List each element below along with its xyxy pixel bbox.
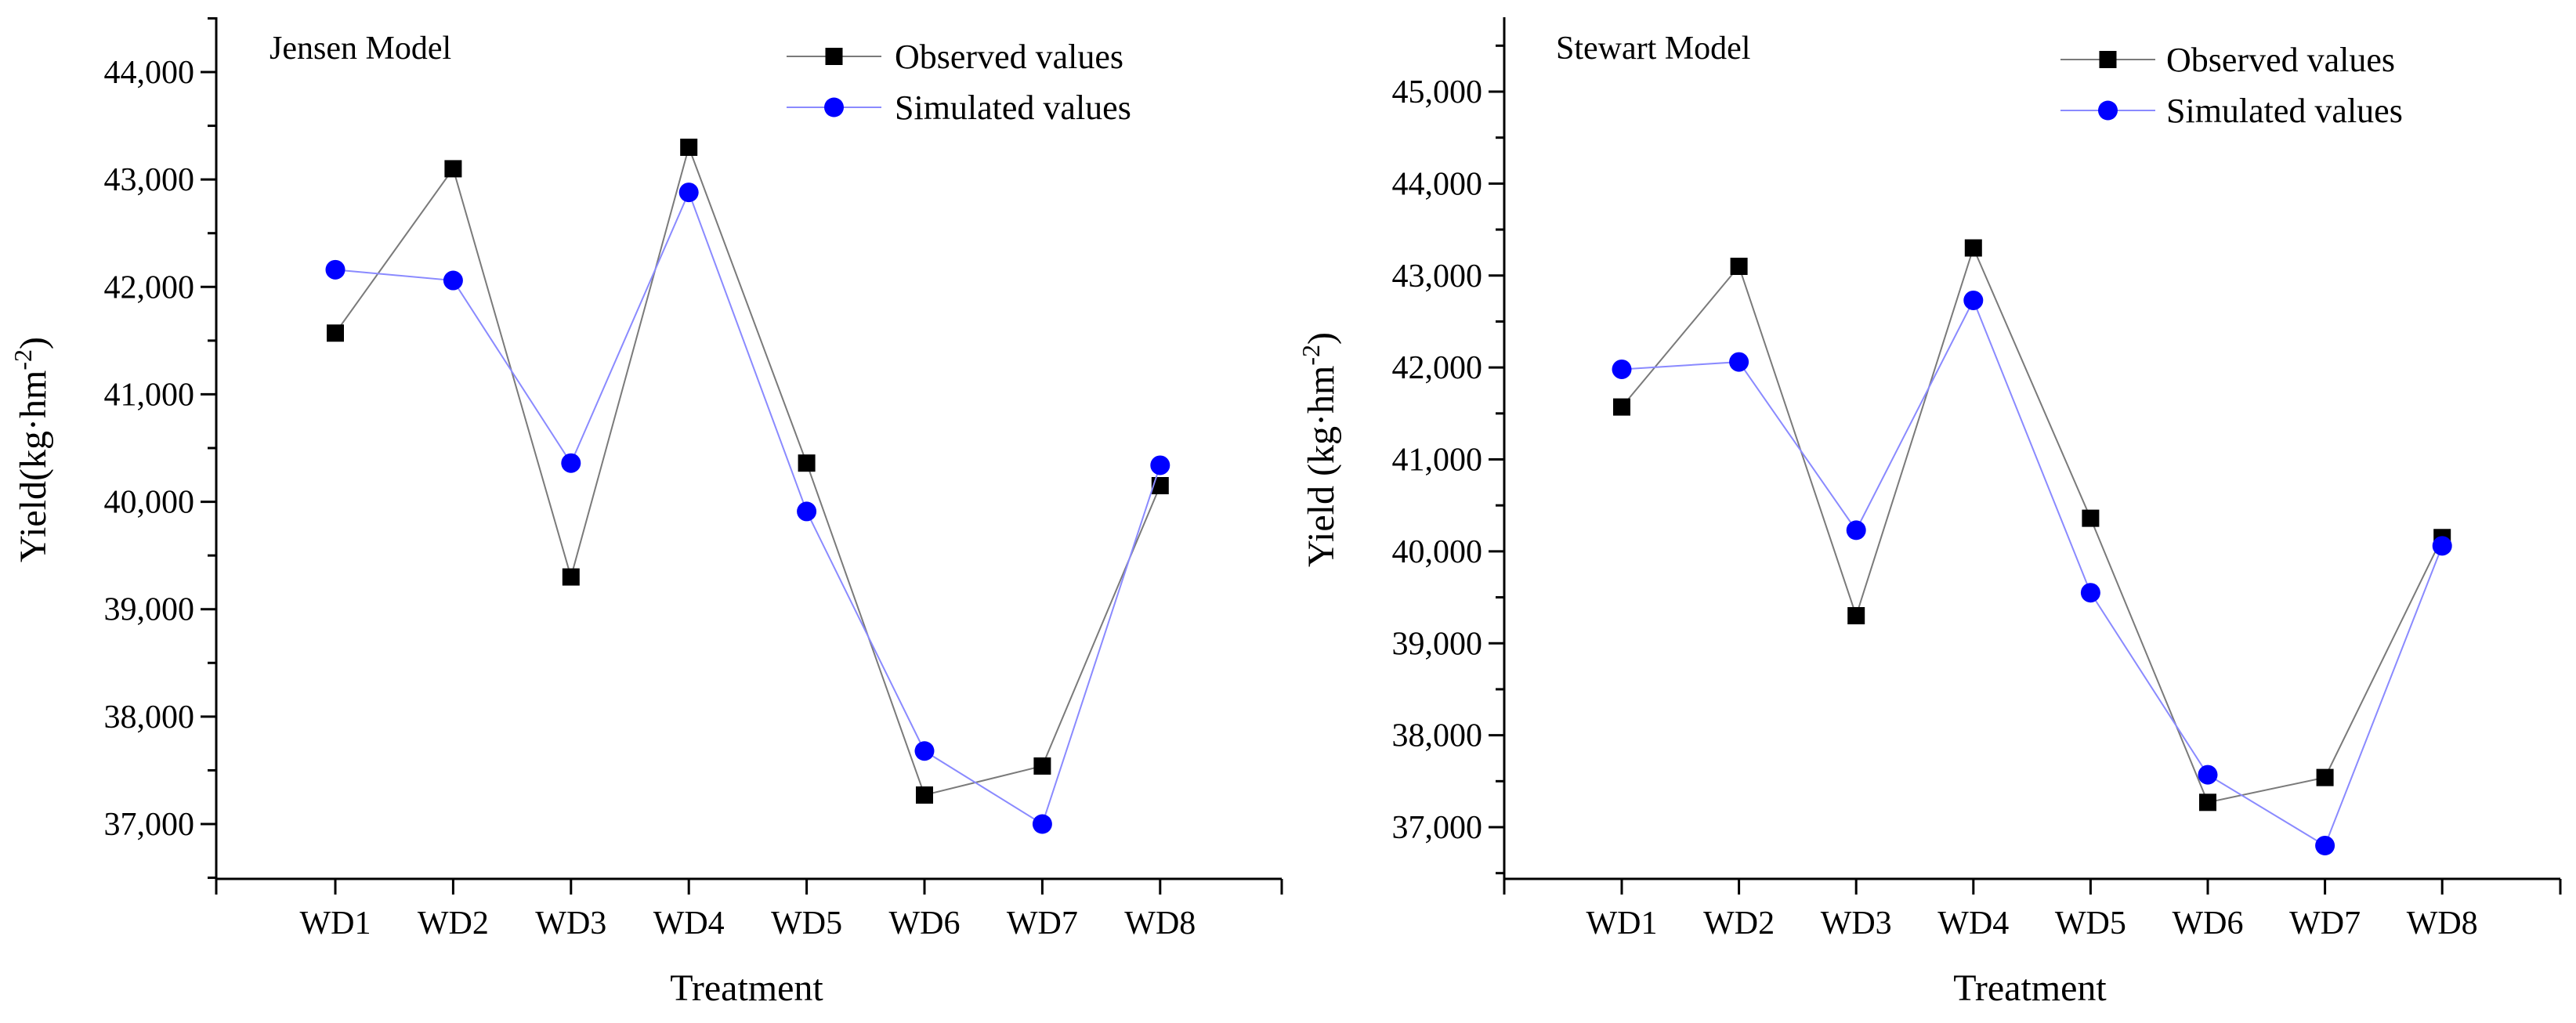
y-axis-title-superscript: -2 <box>1297 345 1325 366</box>
y-tick-label: 38,000 <box>1392 718 1483 754</box>
chart-panel-2: 37,000 38,000 39,000 40,000 41,000 42,000 43,0… <box>1297 17 2562 1009</box>
legend-item-observed: Observed values <box>2060 41 2395 79</box>
observed-point <box>444 160 462 178</box>
legend-label: Observed values <box>2166 41 2395 79</box>
y-axis-title-main: Yield (kg·hm <box>1301 366 1342 567</box>
x-tick-label: WD1 <box>300 906 371 942</box>
simulated-point <box>561 453 581 473</box>
y-tick-label: 45,000 <box>1392 74 1483 110</box>
observed-point <box>1613 398 1630 416</box>
y-axis-title: Yield(kg·hm-2) <box>9 337 54 562</box>
y-axis-title-superscript: -2 <box>9 349 37 371</box>
y-tick-label: 40,000 <box>1392 534 1483 570</box>
x-tick-label: WD8 <box>1124 906 1196 942</box>
simulated-point <box>2198 765 2218 785</box>
legend-circle-marker <box>824 97 844 117</box>
simulated-point <box>1846 520 1866 540</box>
x-tick-label: WD6 <box>2173 906 2244 942</box>
y-tick-label: 41,000 <box>104 377 195 413</box>
panel-title: Stewart Model <box>1556 31 1750 67</box>
observed-point <box>1730 258 1748 276</box>
y-tick-label: 44,000 <box>104 55 195 91</box>
x-tick-label: WD6 <box>889 906 961 942</box>
x-axis-title: Treatment <box>1953 967 2107 1009</box>
observed-point <box>2316 768 2334 786</box>
simulated-point <box>1963 290 1984 310</box>
y-tick-label: 37,000 <box>104 807 195 843</box>
legend-item-simulated: Simulated values <box>787 89 1131 127</box>
y-tick-label: 38,000 <box>104 699 195 736</box>
y-tick-label: 43,000 <box>1392 258 1483 295</box>
y-axis-title: Yield (kg·hm-2) <box>1297 332 1342 567</box>
simulated-point <box>443 270 463 291</box>
x-axis-title: Treatment <box>670 967 823 1009</box>
y-tick-label: 43,000 <box>104 162 195 198</box>
simulated-point <box>797 501 817 522</box>
simulated-point <box>2080 583 2100 603</box>
observed-point <box>1033 757 1051 775</box>
observed-point <box>1847 607 1865 625</box>
x-tick-label: WD4 <box>1937 906 2009 942</box>
legend-label: Observed values <box>895 38 1123 76</box>
y-tick-label: 42,000 <box>104 269 195 305</box>
y-tick-label: 39,000 <box>1392 626 1483 662</box>
x-tick-label: WD3 <box>535 906 606 942</box>
y-tick-label: 40,000 <box>104 485 195 521</box>
simulated-point <box>2315 835 2335 855</box>
observed-point <box>798 454 816 472</box>
x-tick-label: WD5 <box>2055 906 2126 942</box>
observed-series-line <box>335 144 1161 797</box>
x-tick-label: WD2 <box>1703 906 1775 942</box>
x-tick-label: WD4 <box>653 906 725 942</box>
x-tick-label: WD8 <box>2407 906 2478 942</box>
simulated-point <box>1729 352 1749 372</box>
simulated-series-line <box>1621 298 2444 847</box>
legend-circle-marker <box>2098 100 2118 121</box>
simulated-point <box>2432 536 2452 556</box>
x-tick-label: WD5 <box>771 906 842 942</box>
chart-panel-1: 37,000 38,000 39,000 40,000 41,000 42,000 43,0… <box>9 16 1283 1009</box>
y-axis-title-main: Yield(kg·hm <box>13 371 54 562</box>
y-tick-label: 37,000 <box>1392 810 1483 846</box>
observed-point <box>680 139 698 156</box>
legend-label: Simulated values <box>895 89 1131 127</box>
simulated-point <box>1032 814 1052 834</box>
observed-point <box>2082 509 2100 527</box>
y-axis-title-close: ) <box>1301 332 1342 345</box>
y-tick-label: 39,000 <box>104 592 195 628</box>
legend-square-marker <box>825 48 843 65</box>
observed-point <box>2199 793 2216 812</box>
observed-point <box>327 324 344 342</box>
observed-point <box>1964 239 1982 257</box>
simulated-point <box>325 259 346 280</box>
simulated-series-line <box>335 190 1161 826</box>
observed-point <box>1151 477 1169 494</box>
panel-title: Jensen Model <box>270 31 451 67</box>
x-tick-label: WD3 <box>1821 906 1892 942</box>
legend-label: Simulated values <box>2166 92 2403 130</box>
y-tick-label: 41,000 <box>1392 443 1483 479</box>
simulated-point <box>914 741 935 761</box>
y-tick-label: 42,000 <box>1392 350 1483 386</box>
observed-series-line <box>1621 245 2444 804</box>
simulated-point <box>678 183 699 203</box>
x-tick-label: WD7 <box>1007 906 1078 942</box>
observed-point <box>916 786 933 804</box>
simulated-point <box>1150 455 1170 475</box>
simulated-point <box>1612 359 1632 379</box>
legend-square-marker <box>2099 51 2117 68</box>
y-axis-title-close: ) <box>13 337 54 349</box>
legend-item-simulated: Simulated values <box>2060 92 2403 130</box>
x-tick-label: WD7 <box>2289 906 2361 942</box>
y-tick-label: 44,000 <box>1392 166 1483 202</box>
legend-item-observed: Observed values <box>787 38 1123 76</box>
x-tick-label: WD2 <box>418 906 489 942</box>
x-tick-label: WD1 <box>1586 906 1658 942</box>
observed-point <box>562 568 580 586</box>
